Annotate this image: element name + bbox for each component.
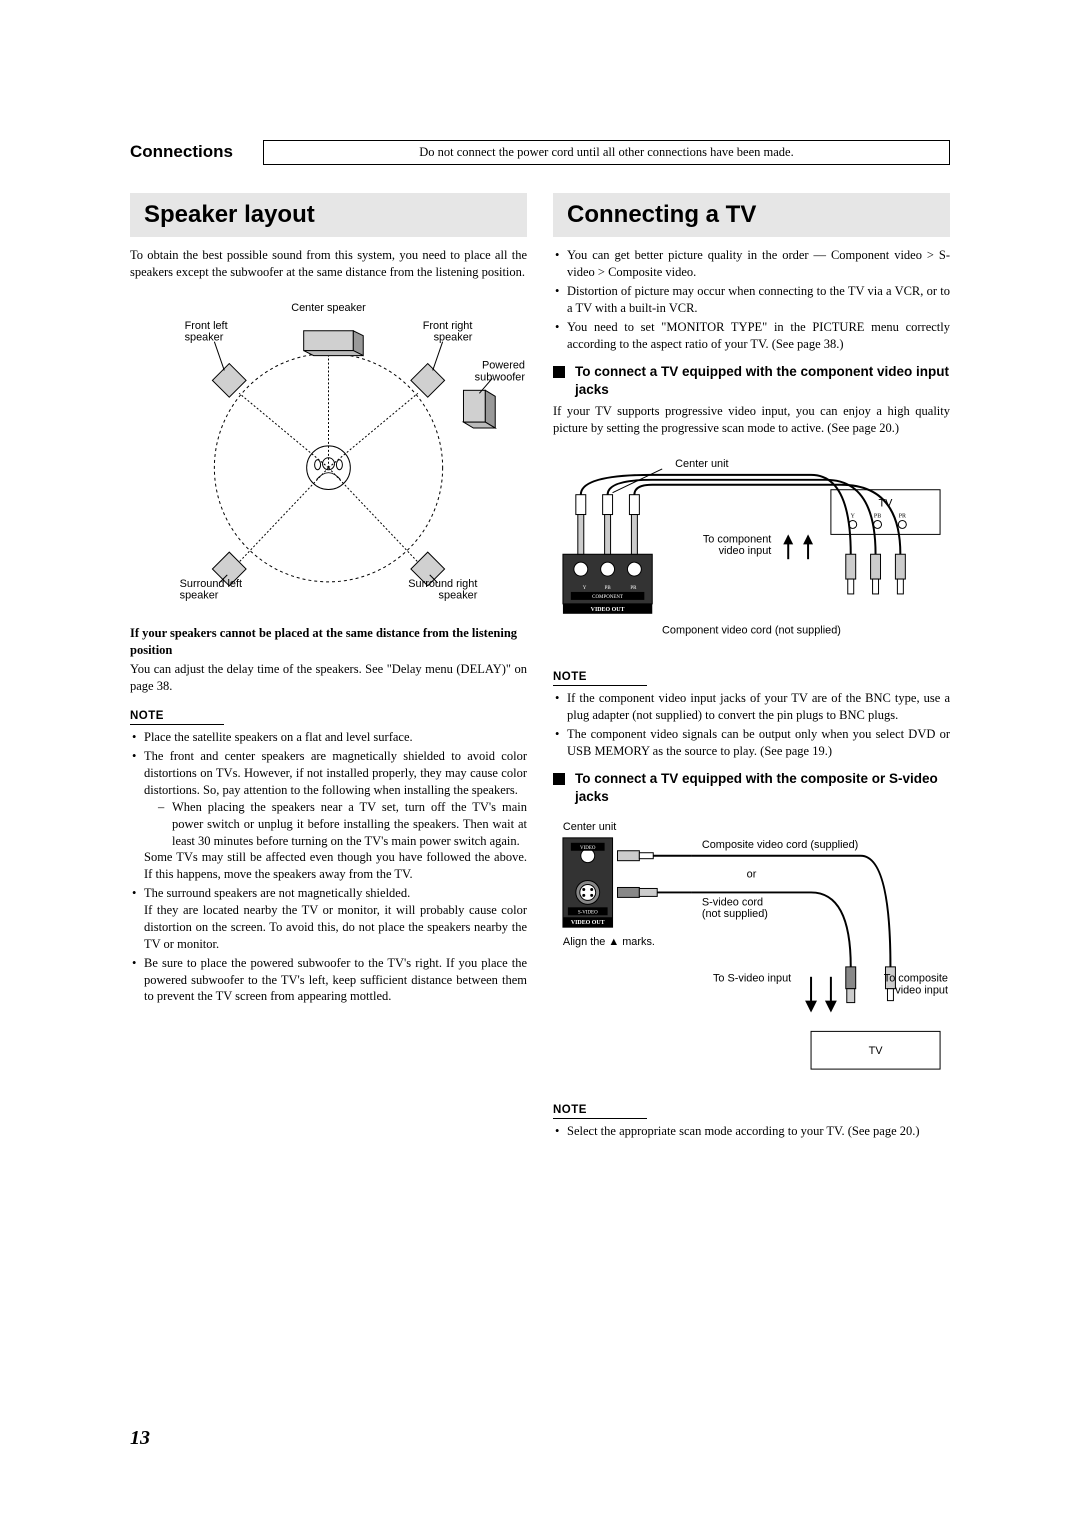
label-sl: Surround leftspeaker bbox=[180, 578, 242, 602]
svg-text:Y: Y bbox=[583, 586, 587, 591]
composite-diagram: Center unit VIDEO S-VIDEO VIDEO OUT bbox=[553, 818, 950, 1076]
header-warning: Do not connect the power cord until all … bbox=[263, 140, 950, 165]
sec2-notes: Select the appropriate scan mode accordi… bbox=[553, 1123, 950, 1140]
composite-heading: To connect a TV equipped with the compos… bbox=[553, 770, 950, 806]
left-note-2a: When placing the speakers near a TV set,… bbox=[158, 799, 527, 850]
sec1-note-2: The component video signals can be outpu… bbox=[553, 726, 950, 760]
tv-intro-3: You need to set "MONITOR TYPE" in the PI… bbox=[553, 319, 950, 353]
svg-text:Align the ▲ marks.: Align the ▲ marks. bbox=[563, 936, 655, 948]
svg-text:VIDEO OUT: VIDEO OUT bbox=[591, 607, 625, 613]
distance-text: You can adjust the delay time of the spe… bbox=[130, 661, 527, 695]
page-header: Connections Do not connect the power cor… bbox=[130, 140, 950, 165]
label-fl: Front leftspeaker bbox=[185, 320, 228, 344]
label-sub: Poweredsubwoofer bbox=[475, 359, 526, 383]
svg-text:Composite video cord (supplied: Composite video cord (supplied) bbox=[702, 839, 858, 851]
svg-text:VIDEO OUT: VIDEO OUT bbox=[571, 920, 605, 926]
square-bullet-icon bbox=[553, 366, 565, 378]
sec1-notes: If the component video input jacks of yo… bbox=[553, 690, 950, 760]
square-bullet-icon bbox=[553, 773, 565, 785]
label-fr: Front rightspeaker bbox=[423, 320, 473, 344]
section-name: Connections bbox=[130, 141, 263, 164]
label-sr: Surround rightspeaker bbox=[408, 578, 477, 602]
distance-heading: If your speakers cannot be placed at the… bbox=[130, 625, 527, 659]
component-diagram: Y PB PR COMPONENT VIDEO OUT bbox=[553, 455, 950, 644]
left-note-2: The front and center speakers are magnet… bbox=[130, 748, 527, 883]
svg-text:Component video cord (not supp: Component video cord (not supplied) bbox=[662, 624, 841, 636]
svg-text:S-video cord(not supplied): S-video cord(not supplied) bbox=[702, 897, 768, 921]
page-number: 13 bbox=[130, 1425, 527, 1452]
speaker-layout-diagram: Center speaker Front leftspeaker Front r… bbox=[130, 299, 527, 607]
svg-text:TV: TV bbox=[879, 497, 894, 509]
speaker-layout-title: Speaker layout bbox=[130, 193, 527, 237]
svg-text:VIDEO: VIDEO bbox=[580, 846, 596, 851]
svg-text:COMPONENT: COMPONENT bbox=[592, 595, 623, 600]
svg-text:Center unit: Center unit bbox=[563, 821, 616, 833]
content-columns: Speaker layout To obtain the best possib… bbox=[130, 193, 950, 1452]
svg-text:TV: TV bbox=[869, 1045, 884, 1057]
left-column: Speaker layout To obtain the best possib… bbox=[130, 193, 527, 1452]
svg-text:PB: PB bbox=[874, 513, 881, 519]
left-note-3: The surround speakers are not magnetical… bbox=[130, 885, 527, 953]
tv-intro-1: You can get better picture quality in th… bbox=[553, 247, 950, 281]
svg-text:To componentvideo input: To componentvideo input bbox=[703, 533, 772, 557]
connecting-tv-title: Connecting a TV bbox=[553, 193, 950, 237]
svg-text:To S-video input: To S-video input bbox=[713, 973, 791, 985]
note-label-left: NOTE bbox=[130, 709, 224, 726]
svg-text:Center unit: Center unit bbox=[675, 458, 728, 470]
svg-text:Y: Y bbox=[851, 513, 856, 519]
component-text: If your TV supports progressive video in… bbox=[553, 403, 950, 437]
svg-text:PR: PR bbox=[899, 513, 906, 519]
note-label-sec2: NOTE bbox=[553, 1103, 647, 1120]
component-heading: To connect a TV equipped with the compon… bbox=[553, 363, 950, 399]
label-center: Center speaker bbox=[291, 302, 366, 314]
tv-intro-2: Distortion of picture may occur when con… bbox=[553, 283, 950, 317]
speaker-intro: To obtain the best possible sound from t… bbox=[130, 247, 527, 281]
svg-text:S-VIDEO: S-VIDEO bbox=[578, 911, 598, 916]
note-label-sec1: NOTE bbox=[553, 670, 647, 687]
left-note-1: Place the satellite speakers on a flat a… bbox=[130, 729, 527, 746]
svg-text:PR: PR bbox=[630, 586, 637, 591]
left-notes: Place the satellite speakers on a flat a… bbox=[130, 729, 527, 1005]
svg-text:or: or bbox=[747, 869, 757, 881]
sec1-note-1: If the component video input jacks of yo… bbox=[553, 690, 950, 724]
left-note-4: Be sure to place the powered subwoofer t… bbox=[130, 955, 527, 1006]
tv-intro-list: You can get better picture quality in th… bbox=[553, 247, 950, 352]
right-column: Connecting a TV You can get better pictu… bbox=[553, 193, 950, 1452]
sec2-note-1: Select the appropriate scan mode accordi… bbox=[553, 1123, 950, 1140]
svg-text:PB: PB bbox=[605, 586, 612, 591]
